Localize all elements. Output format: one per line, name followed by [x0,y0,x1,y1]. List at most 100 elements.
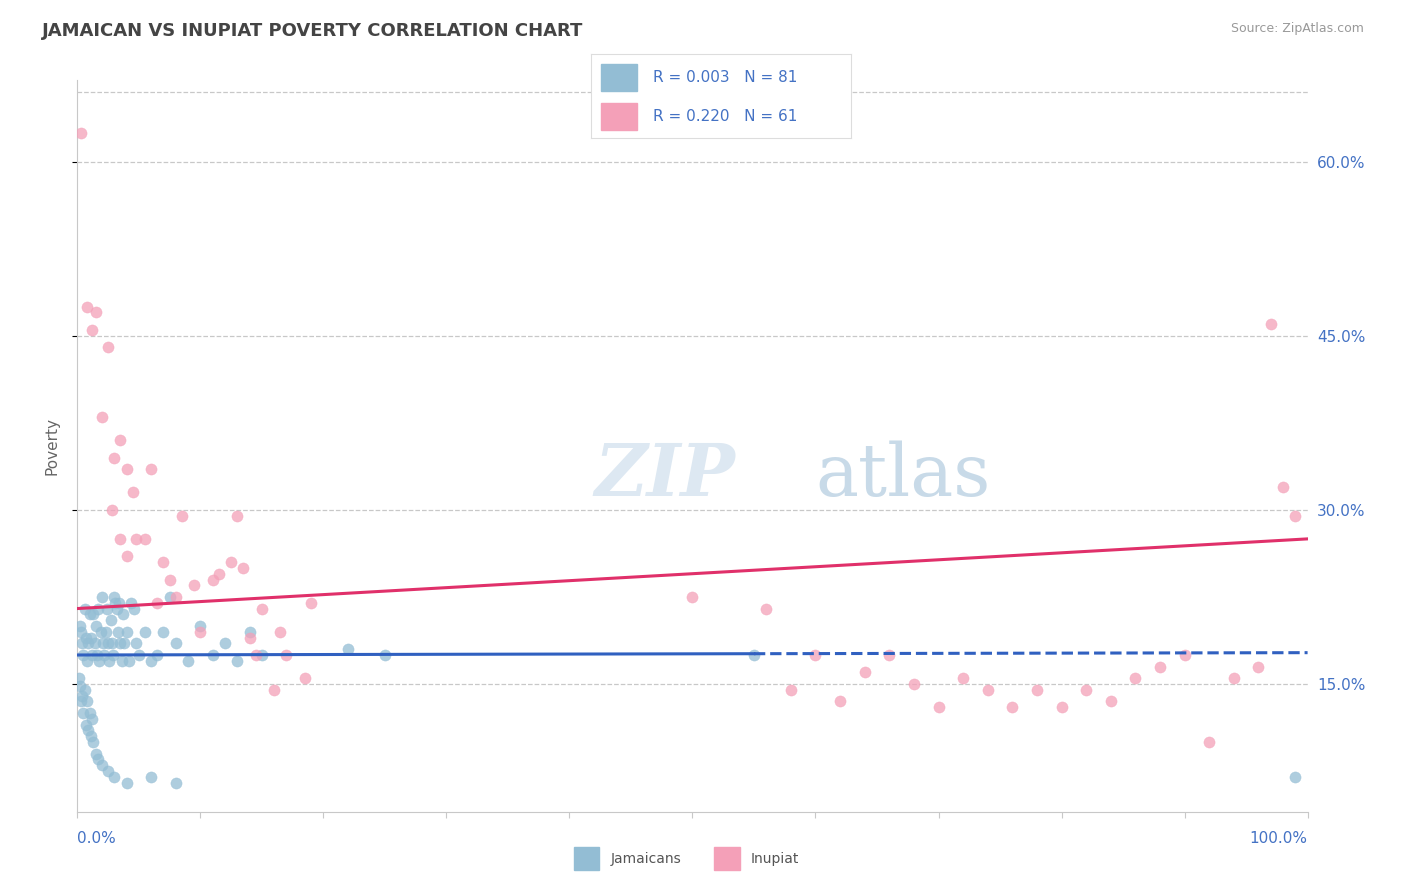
Y-axis label: Poverty: Poverty [44,417,59,475]
Point [190,624,212,639]
Point [115,549,138,564]
Point [1076,682,1098,697]
Point [830,694,852,708]
Point [70,624,93,639]
Point [104,596,127,610]
Point [101,648,124,662]
Point [1026,682,1049,697]
Point [115,462,138,476]
Point [110,636,132,650]
Point [1001,700,1024,714]
Point [128,648,150,662]
Point [82,648,104,662]
Point [226,508,249,523]
Point [337,642,360,657]
Point [121,485,143,500]
Point [1174,648,1197,662]
Point [125,636,148,650]
Point [159,573,181,587]
Point [1272,480,1295,494]
Point [70,689,93,703]
Point [73,601,96,615]
Point [101,636,124,650]
Point [97,340,120,354]
Point [170,508,193,523]
Point [90,624,112,639]
Point [77,723,100,738]
Point [122,601,145,615]
Point [245,648,267,662]
Point [276,648,298,662]
Point [90,590,114,604]
Point [84,619,107,633]
Point [1284,508,1306,523]
Point [72,648,94,662]
Point [105,601,128,615]
Point [141,654,163,668]
Point [103,590,125,604]
Text: 100.0%: 100.0% [1250,831,1308,846]
Point [232,561,254,575]
Point [125,532,148,546]
Point [146,596,169,610]
Point [110,433,132,447]
Text: 0.0%: 0.0% [77,831,117,846]
Point [103,770,125,784]
Point [1125,671,1147,685]
Point [79,607,101,622]
Point [201,573,224,587]
Point [1099,694,1122,708]
Text: JAMAICAN VS INUPIAT POVERTY CORRELATION CHART: JAMAICAN VS INUPIAT POVERTY CORRELATION … [42,22,583,40]
Point [101,503,124,517]
Text: R = 0.220   N = 61: R = 0.220 N = 61 [652,109,797,124]
Point [804,648,827,662]
Point [76,694,98,708]
Point [928,700,950,714]
Point [1247,659,1270,673]
Point [1050,700,1073,714]
Point [121,596,143,610]
Point [111,654,132,668]
Point [87,752,110,766]
Point [80,729,103,743]
Point [93,648,115,662]
Point [853,665,876,680]
Text: Inupiat: Inupiat [751,852,799,865]
Text: ZIP: ZIP [595,440,735,511]
Text: atlas: atlas [815,440,991,510]
Point [69,679,91,693]
Point [90,409,114,424]
Point [214,636,236,650]
Point [219,555,242,569]
Point [84,305,107,319]
Point [1260,317,1282,331]
Point [75,631,97,645]
Point [152,624,174,639]
Point [87,601,110,615]
Point [82,735,104,749]
Point [208,566,231,581]
Point [141,770,163,784]
Point [67,671,90,685]
Point [75,717,97,731]
Point [97,636,120,650]
Point [76,654,98,668]
Point [294,671,316,685]
Point [79,706,101,720]
Point [82,712,104,726]
Point [374,648,396,662]
Point [96,601,118,615]
Point [73,682,96,697]
Point [755,601,778,615]
Point [100,613,122,627]
Point [84,747,107,761]
Point [146,648,169,662]
Point [239,631,262,645]
Text: Jamaicans: Jamaicans [610,852,681,865]
Point [69,619,91,633]
Point [1284,770,1306,784]
Point [70,636,93,650]
Point [94,624,117,639]
Point [183,578,205,592]
Point [89,654,111,668]
